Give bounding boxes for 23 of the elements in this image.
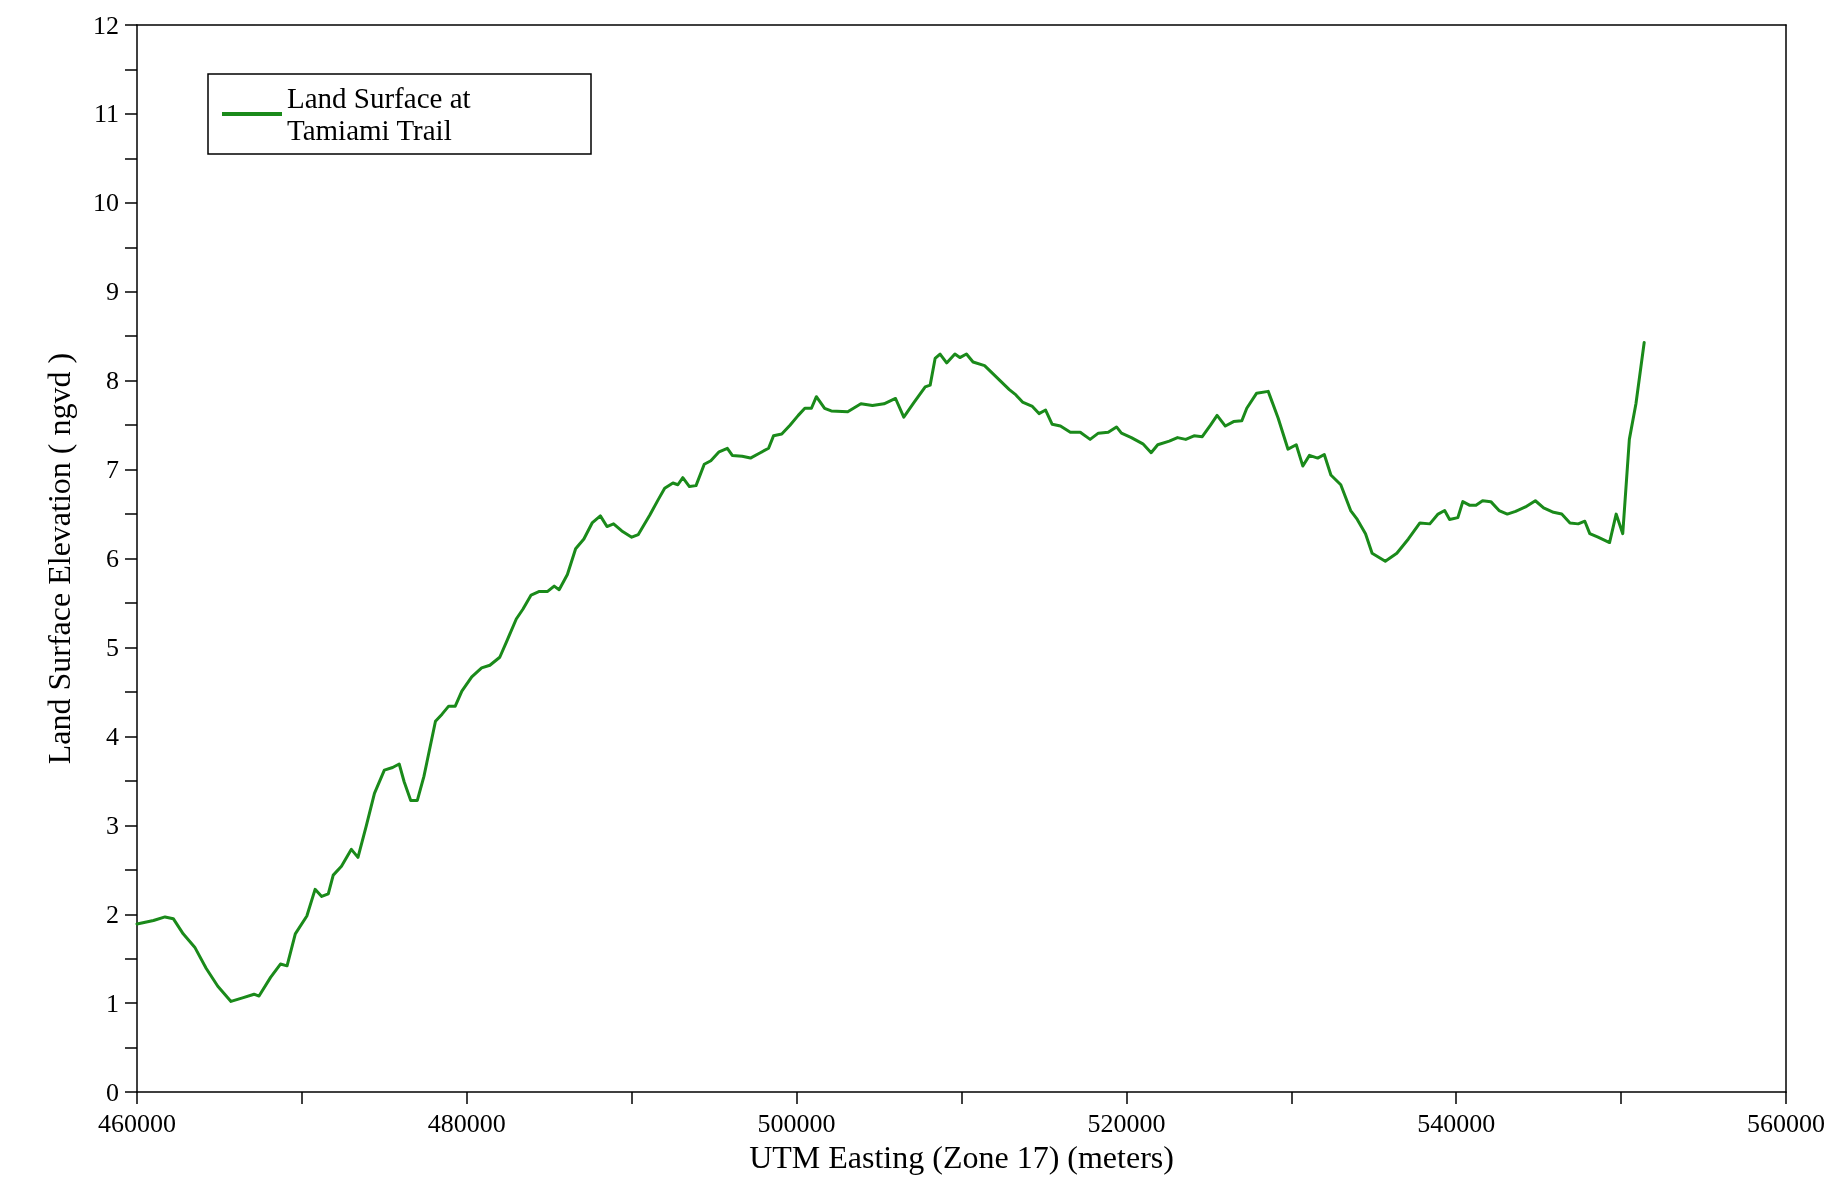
y-tick-label: 7 — [106, 455, 119, 485]
y-tick-label: 6 — [106, 544, 119, 574]
y-tick-label: 0 — [106, 1077, 119, 1107]
y-tick-label: 10 — [93, 188, 119, 218]
x-tick-label: 540000 — [1417, 1108, 1496, 1138]
x-tick-label: 480000 — [427, 1108, 506, 1138]
y-tick-label: 12 — [93, 10, 119, 40]
legend-label: Land Surface at Tamiami Trail — [287, 82, 478, 146]
y-axis-title: Land Surface Elevation ( ngvd ) — [41, 352, 77, 765]
y-tick-label: 9 — [106, 277, 119, 307]
x-axis-title: UTM Easting (Zone 17) (meters) — [749, 1139, 1174, 1175]
x-tick-label: 520000 — [1087, 1108, 1166, 1138]
line-series — [135, 340, 1646, 1003]
y-tick-label: 3 — [106, 810, 119, 840]
y-tick-label: 8 — [106, 366, 119, 396]
y-tick-label: 2 — [106, 899, 119, 929]
y-tick-label: 11 — [93, 99, 119, 129]
x-tick-label: 460000 — [98, 1108, 176, 1138]
y-tick-label: 1 — [106, 988, 119, 1018]
x-tick-label: 500000 — [757, 1108, 836, 1138]
y-tick-label: 5 — [106, 632, 119, 662]
y-tick-label: 4 — [106, 721, 119, 751]
x-tick-label: 560000 — [1747, 1108, 1825, 1138]
